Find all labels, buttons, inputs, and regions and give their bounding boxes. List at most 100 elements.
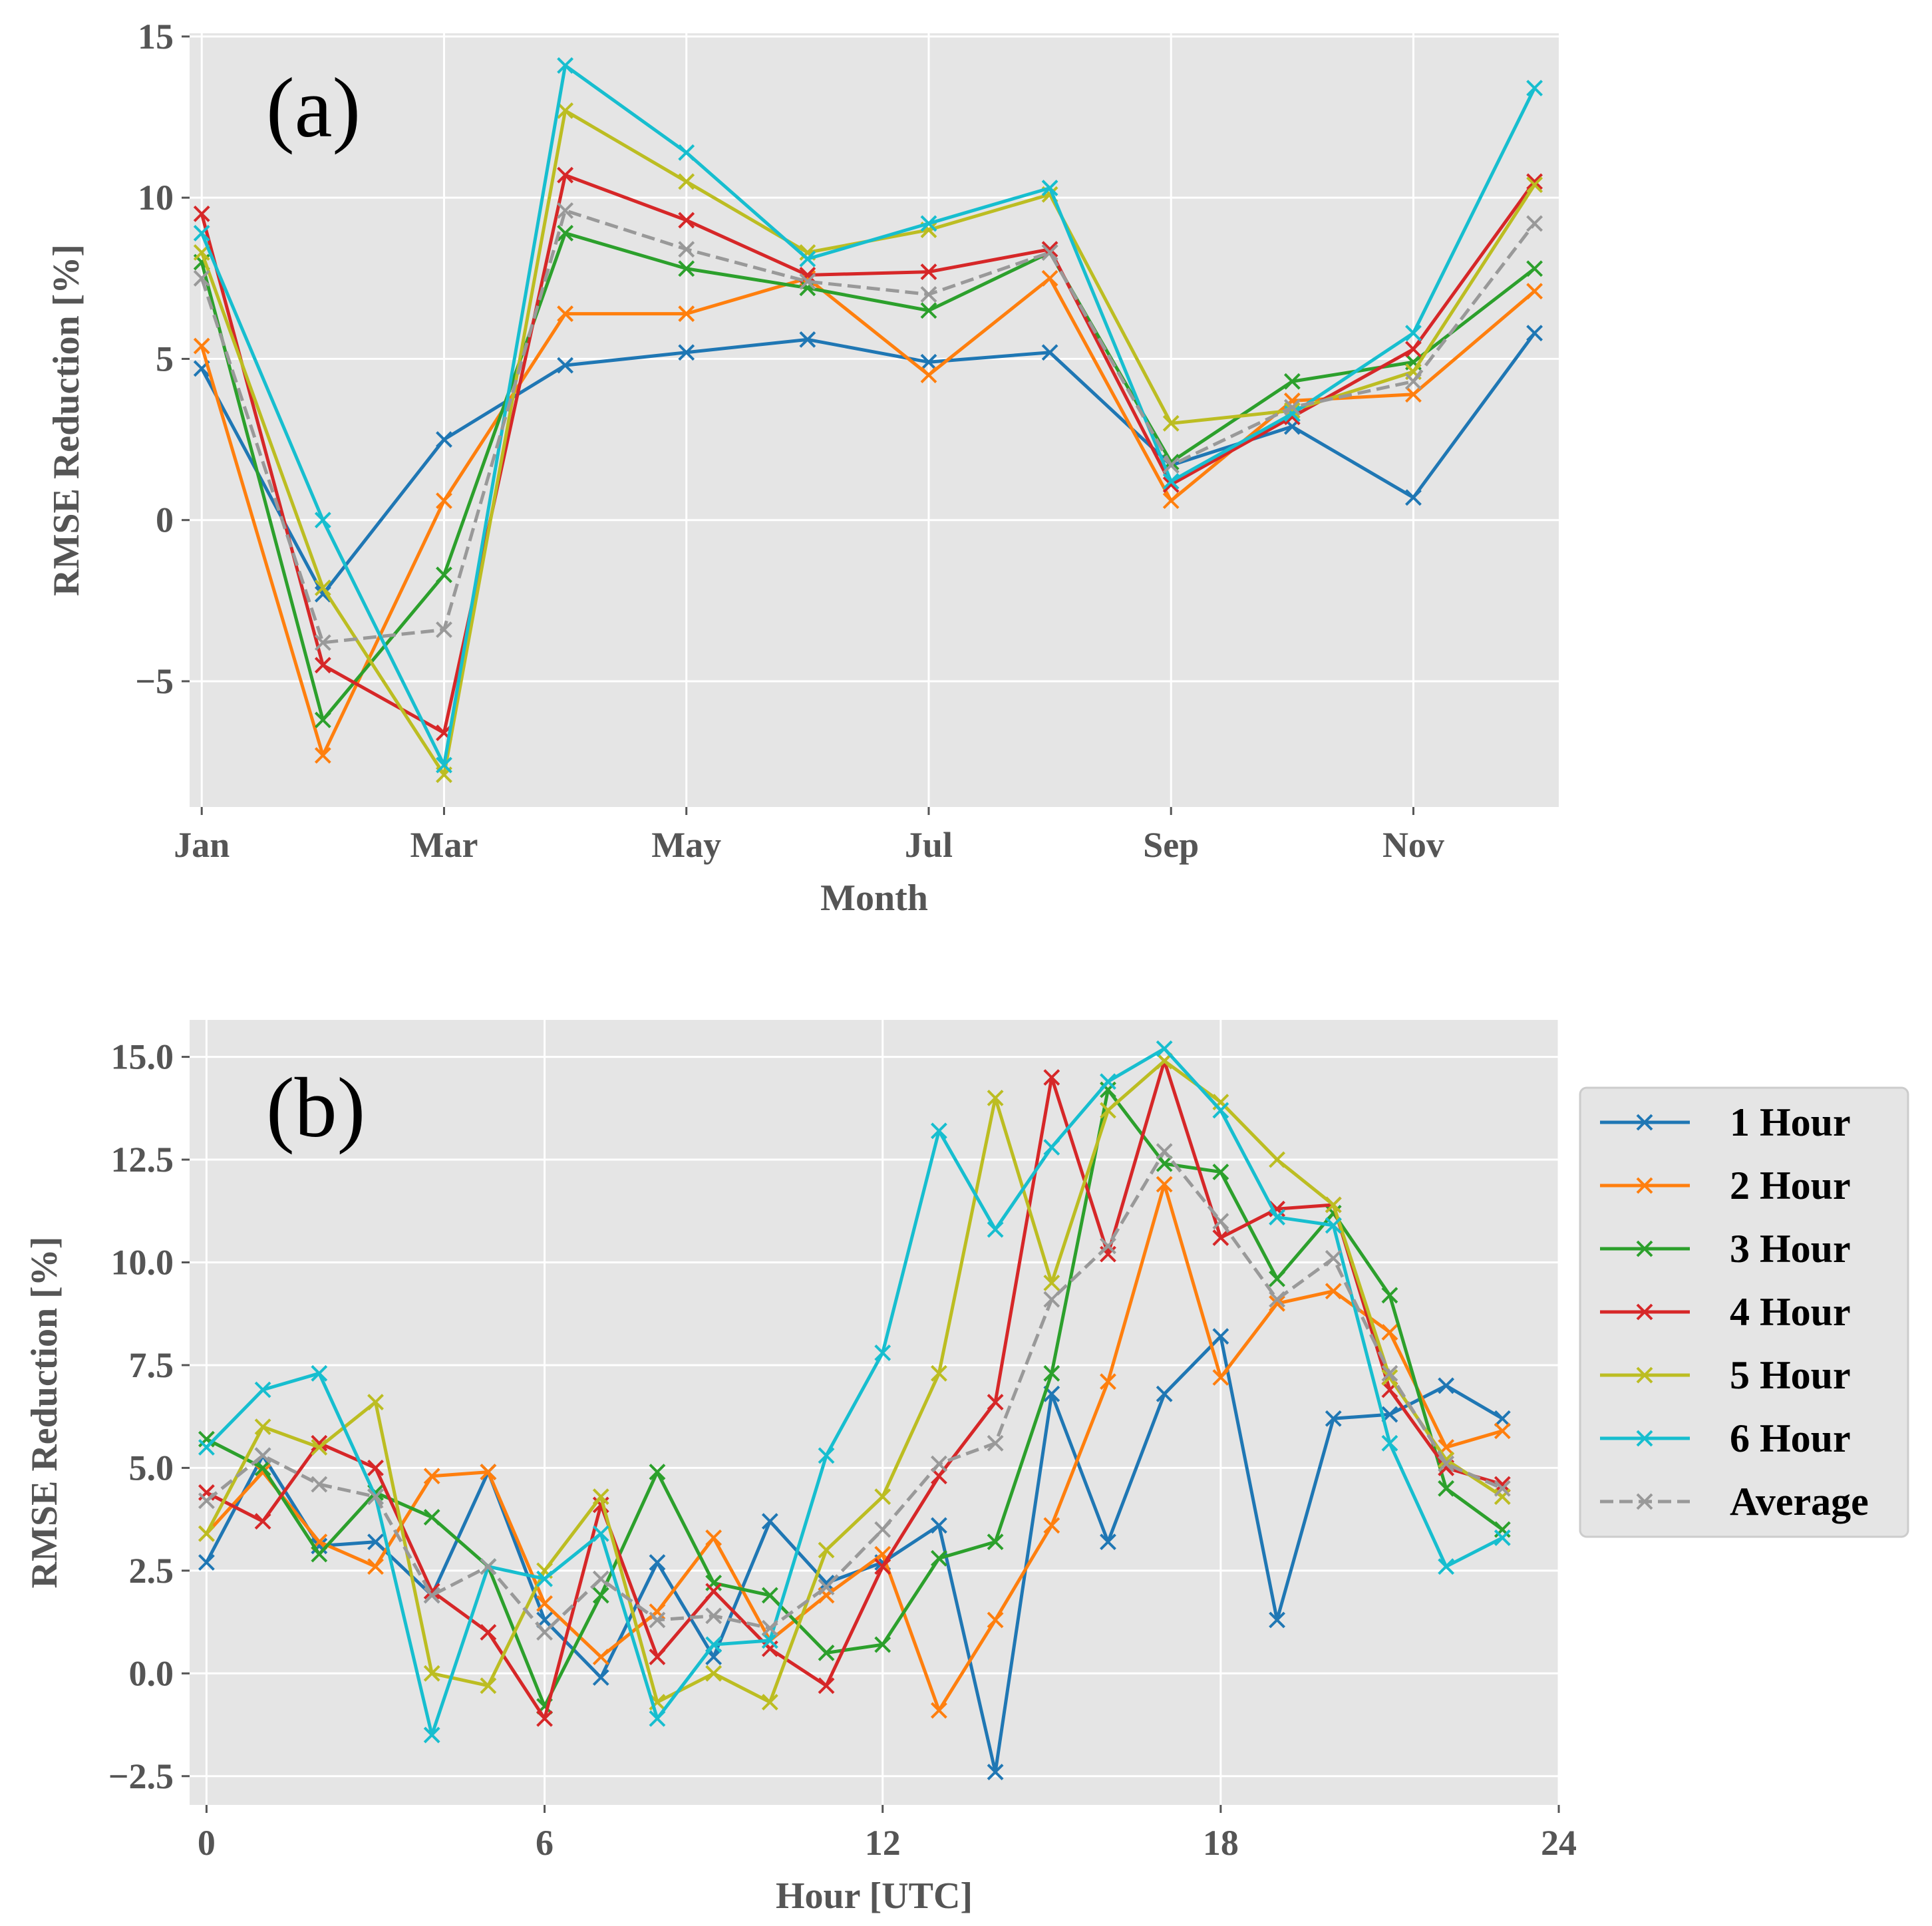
panel-a-data-point-3-hour xyxy=(1526,260,1543,277)
panel-b-data-point-5-hour xyxy=(987,1089,1004,1106)
panel-a-series-line-6-hour xyxy=(200,63,1536,767)
panel-b-data-point-3-hour xyxy=(818,1644,835,1661)
panel-a-data-point-average xyxy=(799,273,816,290)
panel-a-data-point-1-hour xyxy=(678,344,695,361)
panel-b-data-point-6-hour xyxy=(254,1381,271,1398)
panel-b-data-point-5-hour xyxy=(311,1439,328,1456)
panel-b-data-point-6-hour xyxy=(987,1221,1004,1238)
panel-b-data-point-average xyxy=(761,1619,778,1637)
panel-a-series-6-hour xyxy=(193,57,1543,774)
panel-b-x-tick-label: 12 xyxy=(865,1823,901,1863)
panel-a-y-tick-label: 0 xyxy=(156,500,174,540)
panel-a-series-line-average xyxy=(200,209,1536,645)
panel-a-data-point-4-hour xyxy=(678,212,695,229)
panel-b-data-point-6-hour xyxy=(1212,1102,1229,1119)
panel-a-data-point-2-hour xyxy=(314,747,331,764)
panel-a-data-point-6-hour xyxy=(1162,473,1180,490)
legend-marker-5-hour xyxy=(1636,1366,1653,1384)
panel-a-y-tick-label: −5 xyxy=(135,661,174,701)
panel-a-data-point-average xyxy=(920,286,937,303)
legend-item-5-hour: 5 Hour xyxy=(1600,1353,1851,1397)
panel-a-y-tick-label: 5 xyxy=(156,339,174,379)
panel-b-data-point-2-hour xyxy=(1269,1295,1285,1312)
panel-b-data-point-2-hour xyxy=(423,1468,440,1485)
panel-a-data-point-average xyxy=(1526,215,1543,232)
panel-b-data-point-average xyxy=(311,1476,328,1493)
panel-a-data-point-2-hour xyxy=(1162,492,1180,510)
panel-a-data-point-4-hour xyxy=(1526,173,1543,190)
panel-b-x-axis-label: Hour [UTC] xyxy=(776,1875,973,1917)
panel-b-data-point-6-hour xyxy=(311,1364,328,1382)
panel-b-y-tick-label: 5.0 xyxy=(129,1448,174,1488)
legend-item-average: Average xyxy=(1600,1480,1869,1524)
legend-item-6-hour: 6 Hour xyxy=(1600,1416,1851,1460)
panel-a-x-tick-label: Mar xyxy=(410,825,478,865)
panel-b-data-point-3-hour xyxy=(649,1464,666,1480)
panel-b-data-point-1-hour xyxy=(367,1533,384,1551)
panel-a-y-tick-label: 15 xyxy=(138,17,174,57)
panel-a-data-point-1-hour xyxy=(1041,344,1058,361)
panel-b-y-tick-label: 12.5 xyxy=(111,1140,174,1180)
panel-b-data-point-average xyxy=(1156,1143,1173,1160)
panel-a-data-point-3-hour xyxy=(436,566,452,583)
panel-b-data-point-average xyxy=(1269,1291,1285,1308)
panel-b-data-point-average xyxy=(874,1521,891,1538)
panel-b-data-point-5-hour xyxy=(1381,1369,1398,1386)
panel-b-series-line-4-hour xyxy=(206,1059,1504,1720)
panel-a-data-point-4-hour xyxy=(193,205,210,222)
panel-a-series-average xyxy=(193,202,1543,651)
panel-b-series-average xyxy=(198,1143,1511,1641)
panel-b-data-point-3-hour xyxy=(1438,1480,1455,1497)
panel-b-data-point-4-hour xyxy=(480,1624,497,1641)
legend-label-6-hour: 6 Hour xyxy=(1730,1416,1851,1460)
panel-b-data-point-3-hour xyxy=(761,1587,778,1604)
panel-b-data-point-6-hour xyxy=(649,1710,666,1727)
panel-b-data-point-average xyxy=(536,1624,553,1641)
panel-a-data-point-average xyxy=(1405,373,1422,390)
panel-b-data-point-5-hour xyxy=(1325,1196,1342,1213)
legend-marker-6-hour xyxy=(1636,1430,1653,1447)
legend-marker-3-hour xyxy=(1636,1240,1653,1257)
panel-a-data-point-5-hour xyxy=(1526,176,1543,194)
panel-a-data-point-5-hour xyxy=(1162,414,1180,432)
panel-b-data-point-2-hour xyxy=(1156,1176,1173,1193)
panel-b-data-point-average xyxy=(254,1447,271,1464)
panel-b-series-line-3-hour xyxy=(206,1088,1504,1708)
panel-b-data-point-6-hour xyxy=(1381,1434,1398,1452)
legend-item-3-hour: 3 Hour xyxy=(1600,1227,1851,1271)
panel-a-data-point-2-hour xyxy=(557,305,573,323)
panel-b-data-point-average xyxy=(198,1492,215,1510)
panel-a-data-point-2-hour xyxy=(1405,386,1422,403)
panel-b-data-point-1-hour xyxy=(987,1764,1004,1780)
panel-a-data-point-5-hour xyxy=(314,579,331,596)
panel-b-data-point-2-hour xyxy=(1043,1517,1060,1534)
legend-label-average: Average xyxy=(1730,1480,1869,1524)
panel-b-data-point-4-hour xyxy=(536,1710,553,1727)
panel-a-data-point-6-hour xyxy=(1405,325,1422,342)
panel-b-data-point-5-hour xyxy=(592,1488,609,1506)
panel-b-data-point-6-hour xyxy=(1156,1040,1173,1057)
panel-a-data-point-2-hour xyxy=(1041,269,1058,287)
panel-b-data-point-average xyxy=(1100,1237,1116,1255)
panel-b-data-point-6-hour xyxy=(1438,1558,1455,1575)
panel-b-data-point-4-hour xyxy=(818,1677,835,1694)
panel-b-data-point-4-hour xyxy=(874,1558,891,1575)
panel-a-data-point-average xyxy=(678,241,695,258)
panel-a-data-point-6-hour xyxy=(193,225,210,241)
panel-a-data-point-4-hour xyxy=(314,657,331,674)
panel-b-data-point-1-hour xyxy=(1269,1611,1285,1629)
panel-b-data-point-5-hour xyxy=(761,1694,778,1710)
panel-a-data-point-6-hour xyxy=(314,512,331,529)
panel-a-data-point-4-hour xyxy=(557,166,573,184)
panel-a-data-point-2-hour xyxy=(1526,283,1543,300)
panel-b-data-point-1-hour xyxy=(649,1554,666,1571)
panel-b-data-point-average xyxy=(1043,1291,1060,1308)
panel-b-data-point-5-hour xyxy=(1100,1102,1116,1119)
panel-b-data-point-5-hour xyxy=(818,1541,835,1559)
panel-b-data-point-6-hour xyxy=(705,1636,723,1653)
panel-a-data-point-6-hour xyxy=(557,57,573,74)
panel-b-data-point-5-hour xyxy=(198,1525,215,1542)
panel-b-y-axis-label: RMSE Reduction [%] xyxy=(24,1237,65,1589)
panel-b-data-point-6-hour xyxy=(1269,1209,1285,1225)
panel-b-data-point-3-hour xyxy=(592,1587,609,1604)
